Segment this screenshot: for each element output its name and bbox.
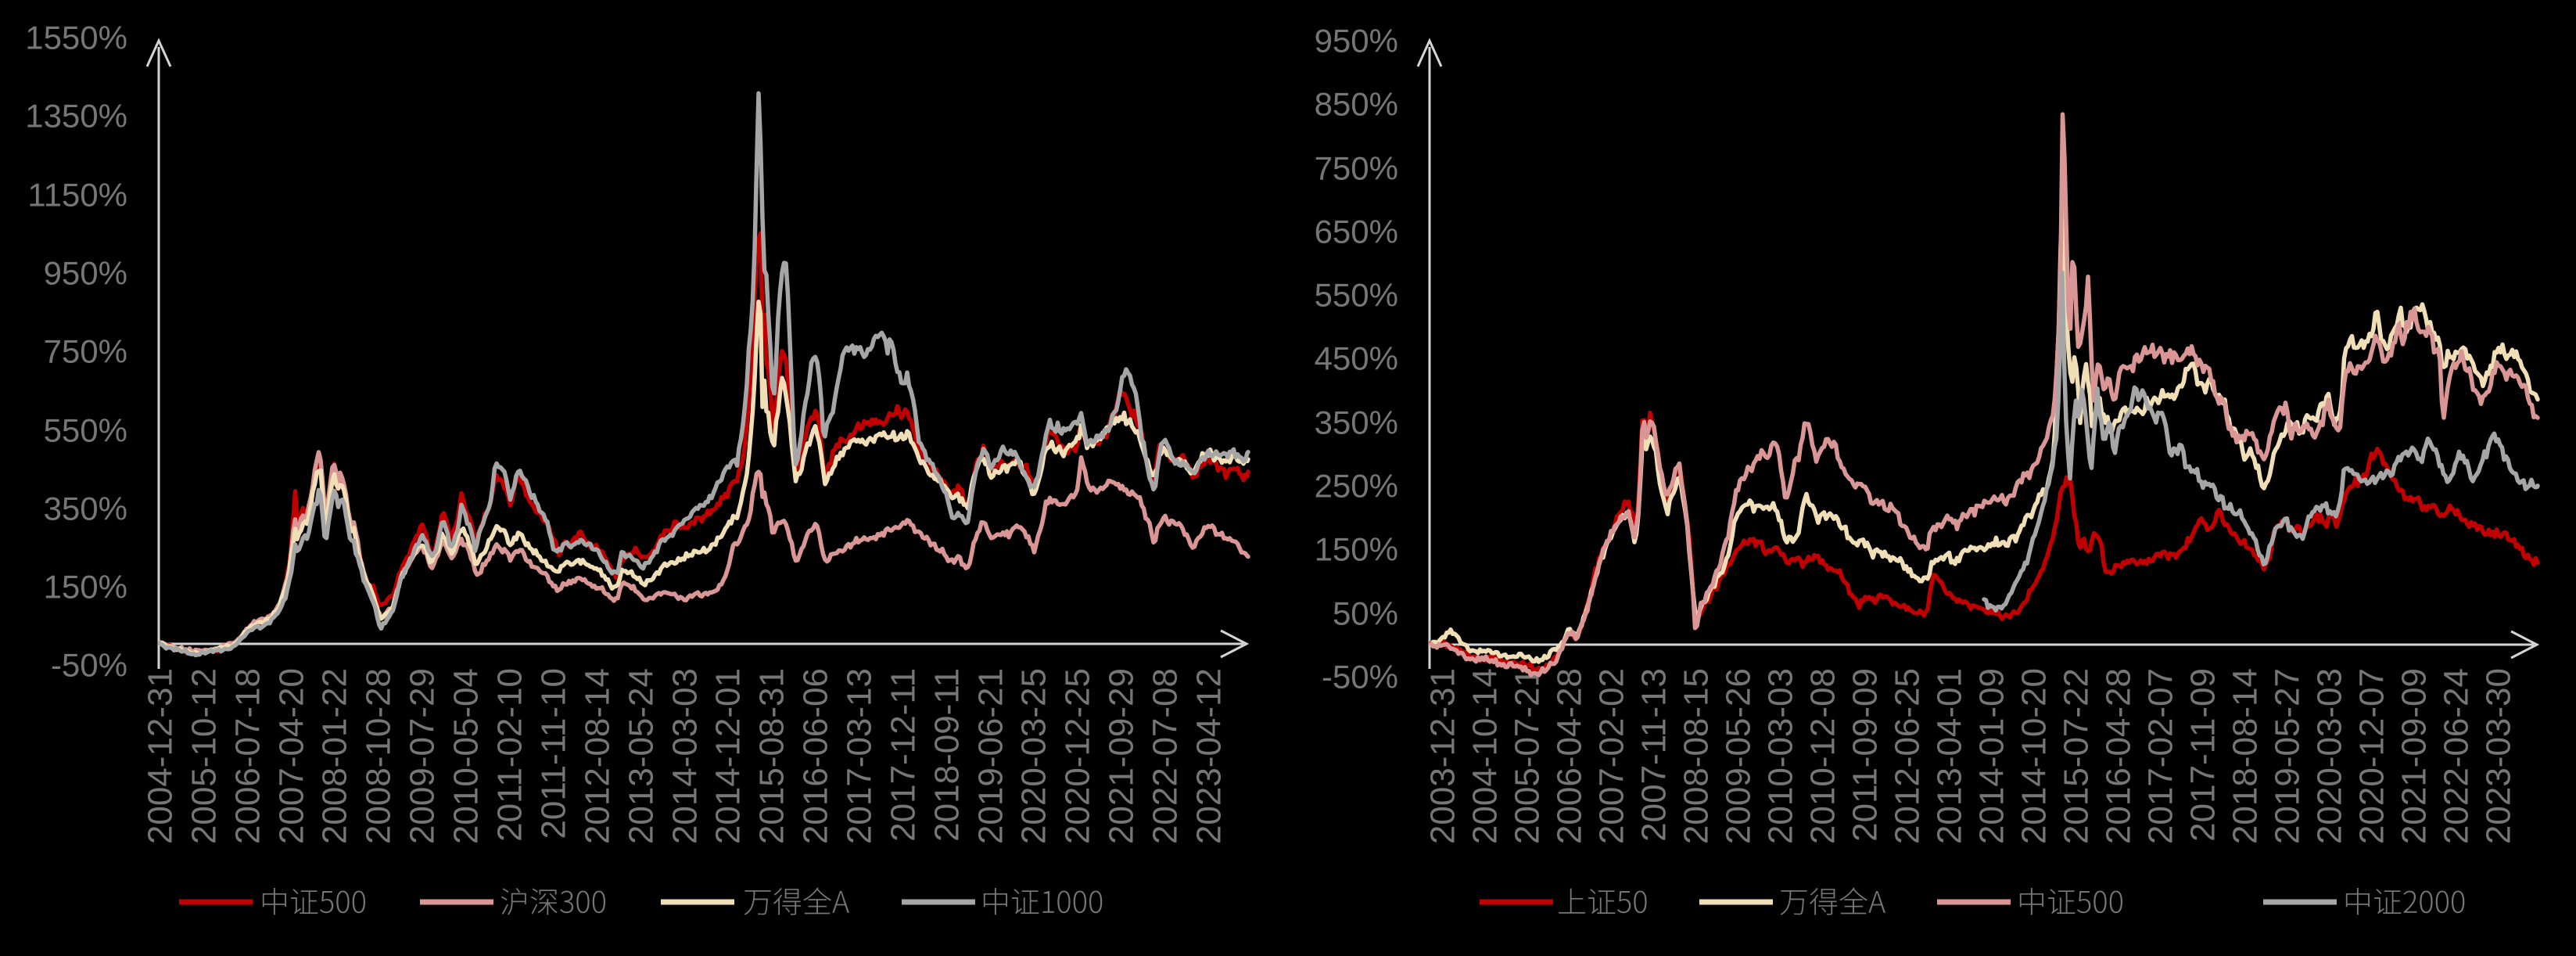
svg-text:2014-03-03: 2014-03-03: [666, 668, 705, 844]
svg-text:2017-12-11: 2017-12-11: [884, 668, 923, 842]
svg-text:2009-05-26: 2009-05-26: [1720, 668, 1758, 844]
svg-text:2019-05-27: 2019-05-27: [2269, 668, 2307, 844]
svg-text:2018-09-11: 2018-09-11: [928, 668, 967, 842]
svg-text:2014-12-01: 2014-12-01: [709, 668, 748, 844]
svg-text:950%: 950%: [44, 255, 127, 292]
svg-text:2017-02-07: 2017-02-07: [2142, 668, 2180, 844]
svg-text:2011-09-09: 2011-09-09: [1846, 668, 1885, 842]
svg-text:2015-08-31: 2015-08-31: [753, 668, 791, 844]
svg-text:2006-04-28: 2006-04-28: [1551, 668, 1589, 844]
svg-text:2012-08-14: 2012-08-14: [579, 668, 617, 844]
svg-text:2021-09-29: 2021-09-29: [1103, 668, 1141, 844]
svg-text:2003-12-31: 2003-12-31: [1424, 668, 1462, 844]
svg-text:2010-03-03: 2010-03-03: [1762, 668, 1800, 844]
svg-text:2018-08-14: 2018-08-14: [2226, 668, 2265, 844]
svg-text:2015-07-22: 2015-07-22: [2058, 668, 2096, 844]
svg-text:2020-12-07: 2020-12-07: [2353, 668, 2391, 844]
svg-text:-50%: -50%: [51, 647, 127, 684]
svg-text:2017-03-13: 2017-03-13: [841, 668, 879, 844]
svg-text:250%: 250%: [1315, 468, 1398, 505]
svg-text:2023-03-30: 2023-03-30: [2480, 668, 2518, 844]
svg-text:2020-03-25: 2020-03-25: [1015, 668, 1053, 844]
svg-text:2021-09-09: 2021-09-09: [2395, 668, 2434, 844]
svg-text:1550%: 1550%: [25, 20, 127, 56]
svg-text:2013-04-01: 2013-04-01: [1931, 668, 1969, 844]
svg-text:-50%: -50%: [1322, 659, 1398, 695]
svg-text:150%: 150%: [44, 569, 127, 606]
svg-text:950%: 950%: [1315, 23, 1398, 59]
svg-text:550%: 550%: [1315, 277, 1398, 314]
svg-text:2006-07-18: 2006-07-18: [229, 668, 267, 844]
svg-text:350%: 350%: [44, 491, 127, 527]
svg-text:150%: 150%: [1315, 531, 1398, 568]
svg-text:850%: 850%: [1315, 86, 1398, 123]
svg-text:750%: 750%: [44, 333, 127, 370]
svg-text:2008-08-15: 2008-08-15: [1677, 668, 1716, 844]
svg-text:2010-05-04: 2010-05-04: [447, 668, 486, 844]
svg-text:2023-04-12: 2023-04-12: [1190, 668, 1229, 844]
svg-text:1350%: 1350%: [25, 98, 127, 135]
svg-text:2004-12-31: 2004-12-31: [142, 668, 180, 844]
svg-text:2011-11-10: 2011-11-10: [535, 668, 573, 839]
svg-text:50%: 50%: [1333, 595, 1398, 632]
svg-text:2014-01-09: 2014-01-09: [1973, 668, 2011, 844]
svg-text:2016-04-28: 2016-04-28: [2100, 668, 2138, 844]
svg-text:2020-03-03: 2020-03-03: [2311, 668, 2349, 844]
svg-text:2022-06-24: 2022-06-24: [2438, 668, 2476, 844]
svg-text:2005-07-21: 2005-07-21: [1509, 668, 1547, 844]
svg-text:2017-11-09: 2017-11-09: [2184, 668, 2223, 842]
svg-text:2011-02-10: 2011-02-10: [491, 668, 529, 842]
svg-text:2007-02-02: 2007-02-02: [1593, 668, 1631, 844]
svg-text:2009-07-29: 2009-07-29: [404, 668, 442, 844]
svg-text:350%: 350%: [1315, 404, 1398, 441]
svg-text:2008-01-22: 2008-01-22: [316, 668, 354, 844]
svg-text:2020-12-25: 2020-12-25: [1059, 668, 1097, 844]
svg-text:550%: 550%: [44, 412, 127, 449]
svg-text:2007-11-13: 2007-11-13: [1635, 668, 1674, 842]
svg-text:2005-10-12: 2005-10-12: [185, 668, 224, 844]
svg-text:450%: 450%: [1315, 340, 1398, 377]
svg-text:2016-06-06: 2016-06-06: [797, 668, 835, 844]
svg-text:2008-10-28: 2008-10-28: [360, 668, 398, 844]
svg-text:2012-06-25: 2012-06-25: [1889, 668, 1927, 844]
svg-text:2010-12-08: 2010-12-08: [1804, 668, 1842, 844]
svg-text:1150%: 1150%: [27, 177, 127, 214]
svg-text:2013-05-24: 2013-05-24: [622, 668, 661, 844]
svg-text:2022-07-08: 2022-07-08: [1146, 668, 1185, 844]
svg-text:2007-04-20: 2007-04-20: [273, 668, 311, 844]
svg-text:650%: 650%: [1315, 214, 1398, 250]
svg-text:750%: 750%: [1315, 150, 1398, 187]
svg-text:2004-10-14: 2004-10-14: [1466, 668, 1505, 844]
svg-text:2014-10-20: 2014-10-20: [2015, 668, 2054, 844]
svg-text:2019-06-21: 2019-06-21: [972, 668, 1010, 844]
